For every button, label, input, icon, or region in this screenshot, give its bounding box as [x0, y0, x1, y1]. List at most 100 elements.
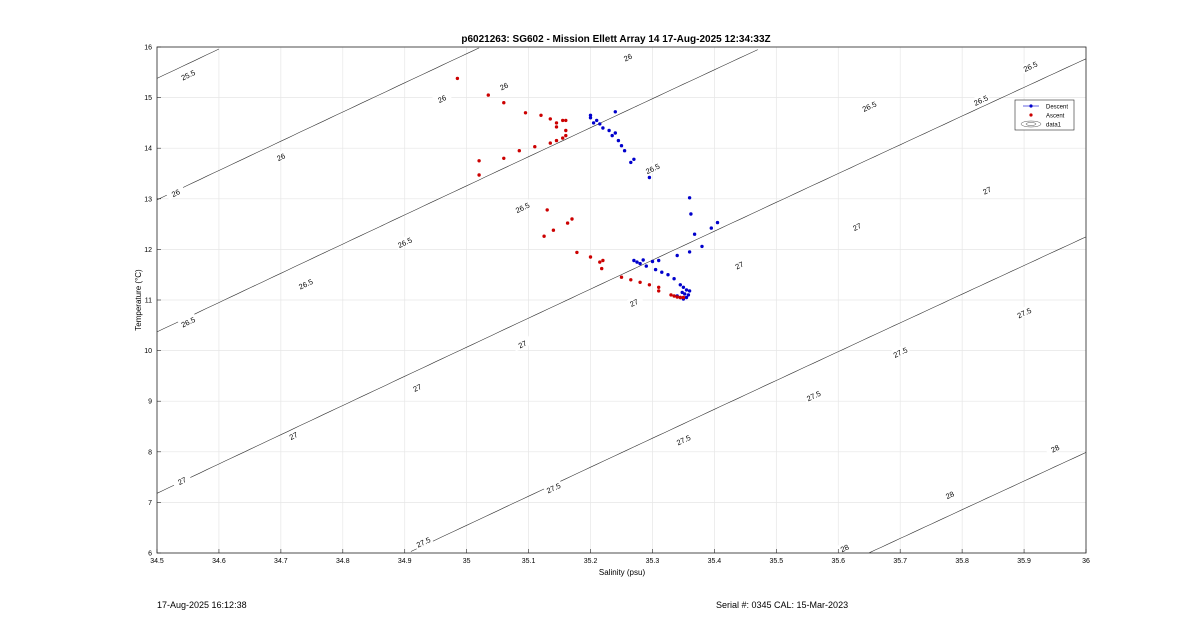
- descent-point: [616, 138, 621, 143]
- legend[interactable]: Descent Ascent data1: [1014, 99, 1075, 131]
- descent-point: [666, 273, 670, 277]
- x-tick-label: 34.8: [336, 558, 350, 565]
- descent-point: [622, 149, 627, 153]
- descent-point: [684, 288, 689, 292]
- contour-label-bg: [834, 539, 855, 556]
- contour-label: 27: [171, 472, 192, 489]
- contour-label: 27: [512, 335, 533, 352]
- ascent-point: [542, 234, 546, 238]
- descent-point: [610, 133, 614, 138]
- contour-label-bg: [171, 472, 192, 489]
- x-axis-ticks: 34.5 34.6 34.7 34.8 34.9 35 35.1 35.2 35.3 35.4 35…: [150, 549, 1090, 565]
- contour-label-bg: [642, 160, 663, 176]
- ascent-point: [675, 295, 679, 299]
- contour-label-bg: [970, 91, 991, 108]
- ascent-point: [638, 280, 642, 284]
- contour-label-bg: [512, 335, 533, 352]
- descent-point: [678, 283, 682, 287]
- contour-label-bg: [1020, 57, 1041, 74]
- ascent-point: [548, 141, 552, 145]
- legend-box: [1014, 99, 1075, 131]
- density-contours: [156, 47, 1087, 554]
- legend-ascent-marker: [1029, 113, 1033, 117]
- contour-label: 26: [617, 48, 638, 65]
- isopycnal-27.5: [410, 236, 1087, 552]
- legend-data1-contour-icon-inner: [1025, 122, 1037, 126]
- contour-label-text: 27: [517, 339, 528, 351]
- contour-label-text: 27: [851, 221, 862, 233]
- ascent-point: [502, 156, 506, 160]
- descent-point: [641, 258, 645, 262]
- descent-point: [588, 113, 593, 118]
- isopycnal-26: [156, 47, 480, 201]
- descent-point: [613, 110, 617, 114]
- contour-label-text: 26: [498, 81, 509, 93]
- descent-point: [632, 157, 636, 161]
- x-tick-label: 35.6: [831, 558, 845, 565]
- ascent-point: [548, 117, 552, 121]
- descent-point: [601, 126, 605, 130]
- contour-label-bg: [512, 199, 533, 215]
- descent-point: [632, 258, 636, 263]
- descent-point: [613, 131, 617, 135]
- contour-label-bg: [846, 218, 867, 235]
- ascent-point: [545, 208, 549, 212]
- footer-timestamp: 17-Aug-2025 16:12:38: [157, 600, 247, 610]
- ascent-point: [678, 295, 682, 300]
- footer-serial: Serial #: 0345 CAL: 15-Mar-2023: [716, 600, 849, 610]
- ascent-point: [619, 275, 624, 279]
- x-tick-label: 34.9: [398, 558, 412, 565]
- ascent-point: [533, 145, 537, 149]
- y-tick-label: 7: [148, 500, 152, 507]
- contour-label-bg: [406, 379, 427, 395]
- contour-label-text: 26: [622, 52, 633, 64]
- contour-label-text: 26: [170, 187, 181, 199]
- legend-ascent-label: Ascent: [1046, 114, 1065, 120]
- ascent-point: [657, 285, 661, 289]
- descent-point: [591, 121, 596, 125]
- x-axis-label: Salinity (psu): [599, 568, 646, 577]
- descent-point: [692, 232, 697, 236]
- descent-point: [715, 220, 720, 225]
- y-tick-label: 9: [148, 399, 152, 406]
- x-tick-label: 34.5: [150, 558, 164, 565]
- ascent-series: [455, 76, 686, 300]
- descent-point: [675, 253, 679, 258]
- descent-point: [588, 116, 593, 120]
- descent-point: [684, 295, 689, 300]
- y-axis-ticks: 6 7 8 9 10 11 12 13 14 15 16: [144, 45, 161, 558]
- descent-point: [650, 259, 655, 264]
- contour-label-text: 26: [436, 93, 447, 105]
- y-tick-label: 6: [148, 551, 152, 558]
- contour-label-text: 27: [176, 475, 187, 487]
- descent-point: [635, 260, 639, 264]
- contour-label: 26: [431, 90, 452, 107]
- ascent-point: [564, 128, 568, 133]
- x-tick-label: 34.7: [274, 558, 288, 565]
- contour-label: 27: [728, 256, 750, 273]
- ascent-point: [561, 118, 565, 123]
- ascent-point: [600, 266, 604, 271]
- contour-label: 26.5: [512, 199, 533, 215]
- x-tick-label: 35.8: [955, 558, 969, 565]
- descent-point: [686, 293, 691, 297]
- descent-point: [629, 160, 633, 165]
- descent-point: [709, 226, 713, 230]
- x-tick-label: 35.5: [770, 558, 784, 565]
- ascent-point: [523, 111, 528, 115]
- contour-label-bg: [803, 387, 824, 404]
- y-tick-label: 16: [144, 45, 152, 52]
- ascent-point: [601, 258, 605, 263]
- ascent-point: [539, 113, 543, 118]
- contour-label: 26.5: [177, 313, 198, 329]
- ascent-point: [629, 278, 633, 282]
- ascent-point: [561, 136, 565, 140]
- contour-label-bg: [295, 275, 316, 292]
- y-tick-label: 8: [148, 449, 152, 456]
- contour-label-bg: [617, 48, 638, 65]
- contour-label-bg: [728, 256, 750, 273]
- ascent-point: [598, 260, 602, 264]
- grid: [156, 46, 1087, 554]
